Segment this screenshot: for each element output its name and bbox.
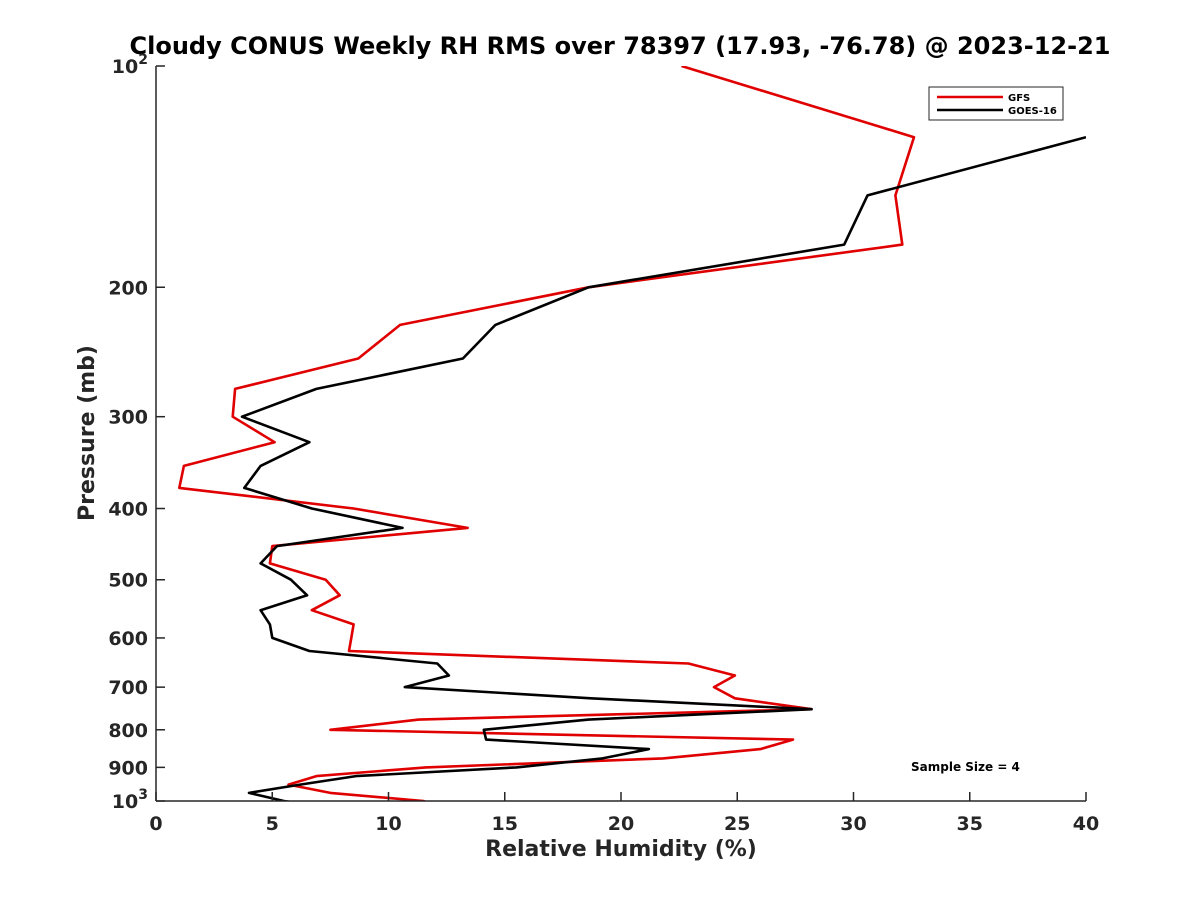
y-ticks: 102 200 300 400 500 600 700 800 900 103 [108,52,165,813]
x-tick-label: 15 [492,813,518,835]
legend-box [928,86,1064,121]
y-tick-label: 103 [112,787,148,813]
x-tick-label: 0 [149,813,162,835]
y-tick-label: 700 [108,677,148,699]
y-tick-label: 500 [108,570,148,592]
y-tick-label: 400 [108,499,148,521]
y-tick-label: 900 [108,757,148,779]
y-tick-label: 800 [108,720,148,742]
x-axis-label: Relative Humidity (%) [485,837,757,862]
y-tick-label: 200 [108,277,148,299]
legend: GFS GOES-16 [928,86,1064,121]
x-tick-label: 30 [840,813,866,835]
chart-title: Cloudy CONUS Weekly RH RMS over 78397 (1… [130,32,1111,60]
x-tick-label: 20 [608,813,634,835]
y-axis-label: Pressure (mb) [75,345,100,521]
x-tick-label: 35 [957,813,983,835]
legend-label-goes-16: GOES-16 [1008,106,1057,117]
x-tick-label: 5 [266,813,279,835]
sample-size-annotation: Sample Size = 4 [911,760,1020,774]
x-ticks: 0 5 10 15 20 25 30 35 40 [149,792,1099,835]
y-tick-label: 600 [108,628,148,650]
x-tick-label: 10 [375,813,401,835]
legend-label-gfs: GFS [1008,93,1030,104]
x-tick-label: 40 [1073,813,1099,835]
y-tick-label: 102 [112,52,148,78]
x-tick-label: 25 [724,813,750,835]
series-layer [178,66,1086,801]
series-line-goes-16 [240,135,1086,801]
y-tick-label: 300 [108,407,148,429]
